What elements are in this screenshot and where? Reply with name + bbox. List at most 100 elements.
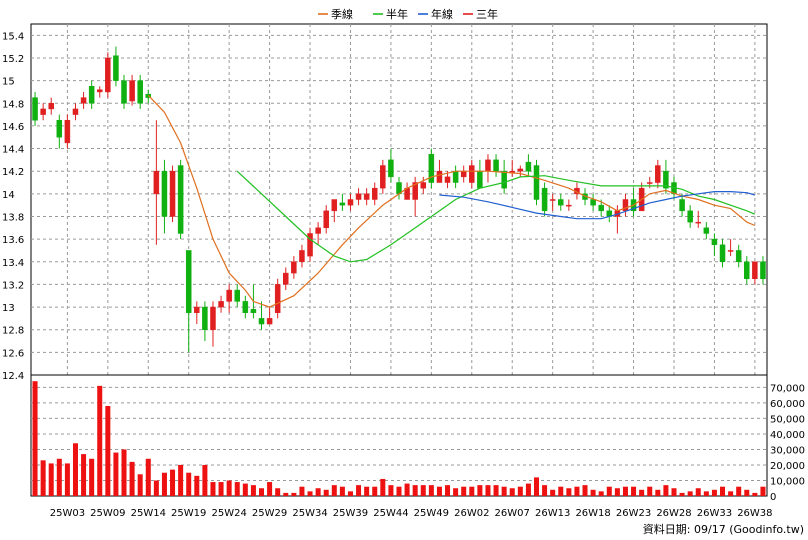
volume-bar (517, 486, 523, 496)
volume-bar (655, 489, 661, 496)
legend-label: 半年 (386, 7, 408, 21)
candle-body (32, 97, 38, 121)
candle-body (266, 318, 273, 325)
volume-bar (339, 486, 345, 496)
volume-bar (550, 489, 556, 496)
moving-average-line (439, 191, 756, 220)
x-tick-label: 25W39 (333, 508, 368, 519)
price-tick-label: 12.6 (2, 348, 24, 359)
volume-bar (509, 488, 515, 496)
price-tick-label: 13 (2, 303, 15, 314)
volume-bar (299, 486, 305, 496)
volume-bar (622, 486, 628, 496)
volume-bar (275, 488, 281, 496)
source-note: 資料日期: 09/17 (Goodinfo.tw) (643, 522, 804, 536)
volume-tick-label: 10,000 (770, 476, 805, 487)
price-tick-label: 13.8 (2, 212, 24, 223)
candle-body (194, 306, 200, 313)
candle-body (169, 170, 176, 217)
volume-bar (234, 482, 240, 496)
volume-bar (145, 458, 151, 496)
price-tick-label: 14.4 (2, 145, 24, 156)
volume-bar (606, 486, 612, 496)
volume-bar (614, 488, 620, 496)
volume-bar (760, 486, 766, 496)
volume-bar (744, 489, 750, 496)
candle-body (517, 168, 524, 172)
candle-body (56, 119, 63, 138)
volume-tick-label: 20,000 (770, 461, 805, 472)
candle-body (250, 309, 257, 313)
candle-body (719, 244, 726, 263)
price-tick-label: 15 (2, 77, 15, 88)
volume-bar (493, 485, 499, 496)
candle-body (566, 204, 572, 207)
volume-plot-area (30, 374, 768, 497)
candle-body (331, 199, 338, 212)
x-tick-label: 26W02 (454, 508, 489, 519)
volume-bar (639, 489, 645, 496)
candle-body (687, 210, 693, 223)
volume-bar (56, 458, 62, 496)
volume-bar (671, 488, 677, 496)
candle-body (299, 250, 305, 263)
volume-bar (364, 486, 370, 496)
x-tick-label: 26W18 (575, 508, 610, 519)
x-tick-label: 26W38 (737, 508, 772, 519)
volume-bar (315, 488, 321, 496)
volume-bar (331, 485, 337, 496)
candle-body (371, 187, 378, 200)
volume-bar (202, 464, 208, 496)
volume-bar (48, 463, 54, 496)
moving-average-line (147, 94, 756, 308)
moving-average-line (236, 170, 756, 263)
volume-bar (210, 482, 216, 496)
volume-bar (428, 485, 434, 496)
volume-bar (582, 485, 588, 496)
x-tick-label: 25W19 (171, 508, 206, 519)
volume-bar (307, 491, 313, 496)
candle-body (153, 170, 160, 195)
volume-tick-label: 60,000 (770, 399, 805, 410)
candle-body (40, 108, 46, 115)
candle-body (533, 165, 540, 200)
candle-body (105, 57, 111, 93)
candle-body (444, 176, 451, 183)
candle-body (477, 170, 483, 189)
price-tick-label: 14.6 (2, 122, 24, 133)
volume-bar (687, 491, 693, 496)
candle-body (549, 199, 556, 201)
x-tick-label: 25W24 (211, 508, 246, 519)
candle-body (509, 170, 515, 173)
legend: 季線 半年 年線 三年 (318, 7, 498, 21)
candle-body (315, 227, 321, 234)
volume-bar (542, 485, 548, 496)
volume-bar (728, 491, 734, 496)
volume-bar (89, 458, 95, 496)
candle-body (679, 199, 685, 212)
volume-bar (161, 472, 167, 496)
volume-bar (453, 488, 459, 496)
volume-bar (137, 474, 143, 496)
legend-label: 季線 (331, 7, 353, 21)
volume-bar (129, 461, 135, 496)
volume-tick-label: 30,000 (770, 445, 805, 456)
candle-body (88, 86, 95, 104)
candle-body (177, 165, 184, 234)
candle-body (96, 89, 103, 93)
volume-bar (380, 478, 386, 496)
volume-bar (170, 469, 176, 496)
x-tick-label: 26W28 (656, 508, 691, 519)
candle-body (469, 165, 475, 183)
price-tick-label: 14 (2, 190, 15, 201)
volume-bar (153, 480, 159, 496)
volume-tick-label: 50,000 (770, 414, 805, 425)
volume-bar (501, 486, 507, 496)
price-tick-label: 14.8 (2, 99, 24, 110)
candle-body (493, 159, 499, 172)
volume-bar (242, 483, 248, 496)
volume-bar (218, 482, 224, 496)
volume-bar (121, 449, 127, 496)
x-tick-label: 26W23 (616, 508, 651, 519)
candle-body (420, 182, 427, 189)
